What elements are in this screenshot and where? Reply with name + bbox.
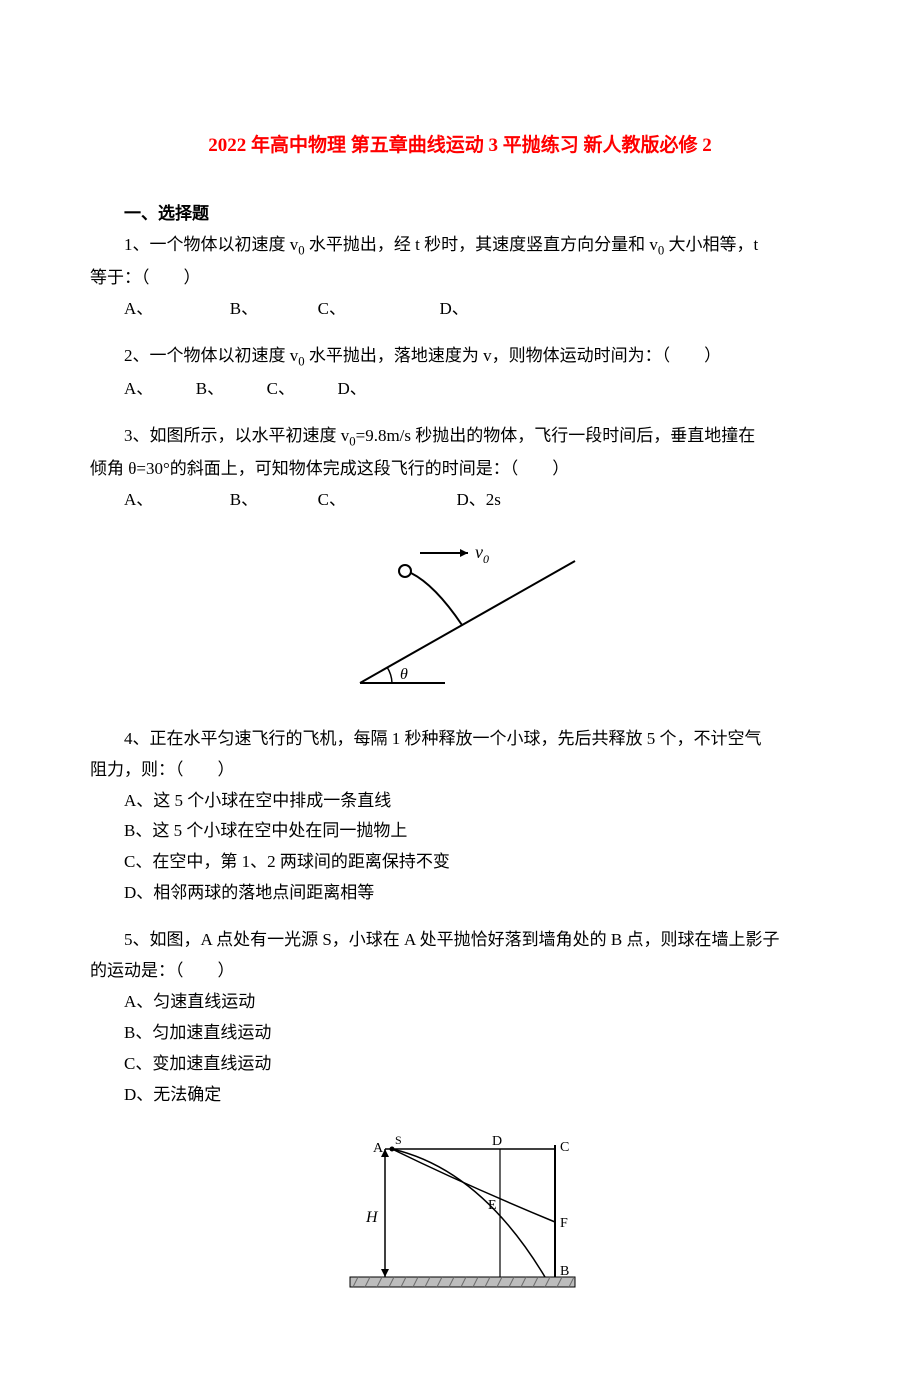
q5-label-B: B (560, 1264, 569, 1279)
q3-v0-label: v (475, 542, 483, 562)
question-4: 4、正在水平匀速飞行的飞机，每隔 1 秒种释放一个小球，先后共释放 5 个，不计… (90, 725, 830, 908)
question-3: 3、如图所示，以水平初速度 v 0 =9.8m/s 秒抛出的物体，飞行一段时间后，垂… (90, 422, 830, 703)
q1-text-a: 1、一个物体以初速度 v (124, 235, 298, 254)
q5-stem-line1: 5、如图，A 点处有一光源 S，小球在 A 处平抛恰好落到墙角处的 B 点，则球… (90, 926, 830, 955)
q5-stem-line2: 的运动是：（ ） (90, 957, 830, 986)
q5-label-A: A (373, 1141, 384, 1156)
q5-option-c: C、变加速直线运动 (90, 1050, 830, 1079)
q1-stem-line2: 等于：（ ） (90, 264, 830, 293)
q4-option-a: A、这 5 个小球在空中排成一条直线 (90, 787, 830, 816)
q2-text-a: 2、一个物体以初速度 v (124, 346, 298, 365)
q5-figure: A S H D C E F B (90, 1127, 830, 1307)
q4-option-c: C、在空中，第 1、2 两球间的距离保持不变 (90, 848, 830, 877)
q1-stem-line1: 1、一个物体以初速度 v0 水平抛出，经 t 秒时，其速度竖直方向分量和 v0 … (90, 231, 830, 262)
q5-label-F: F (560, 1216, 568, 1231)
q3-text-a: 3、如图所示，以水平初速度 v (124, 426, 349, 445)
q4-stem-line1: 4、正在水平匀速飞行的飞机，每隔 1 秒种释放一个小球，先后共释放 5 个，不计… (90, 725, 830, 754)
q2-stem: 2、一个物体以初速度 v0 水平抛出，落地速度为 v，则物体运动时间为：（ ） (90, 342, 830, 373)
q1-options: A、 B、 C、 D、 (90, 295, 830, 324)
question-1: 1、一个物体以初速度 v0 水平抛出，经 t 秒时，其速度竖直方向分量和 v0 … (90, 231, 830, 324)
q5-option-d: D、无法确定 (90, 1081, 830, 1110)
q3-stem-line2: 倾角 θ=30°的斜面上，可知物体完成这段飞行的时间是：（ ） (90, 455, 830, 484)
page-title: 2022 年高中物理 第五章曲线运动 3 平抛练习 新人教版必修 2 (90, 130, 830, 162)
section-heading: 一、选择题 (90, 200, 830, 229)
page: 2022 年高中物理 第五章曲线运动 3 平抛练习 新人教版必修 2 一、选择题… (0, 0, 920, 1389)
q3-stem-line1: 3、如图所示，以水平初速度 v0=9.8m/s 秒抛出的物体，飞行一段时间后，垂… (90, 422, 830, 453)
q5-label-E: E (488, 1198, 497, 1213)
q1-text-c: 大小相等，t (664, 235, 758, 254)
q1-text-b: 水平抛出，经 t 秒时，其速度竖直方向分量和 v (305, 235, 658, 254)
q5-option-a: A、匀速直线运动 (90, 988, 830, 1017)
q3-figure: θ v0 (90, 533, 830, 703)
q3-v0-sub: 0 (483, 552, 489, 566)
q3-diagram-svg: θ v0 (330, 533, 590, 693)
q3-text-b: =9.8m/s 秒抛出的物体，飞行一段时间后，垂直地撞在 (356, 426, 756, 445)
q2-text-b: 水平抛出，落地速度为 v，则物体运动时间为：（ ） (305, 346, 722, 365)
q4-stem-line2: 阻力，则：（ ） (90, 756, 830, 785)
q3-options: A、 B、 C、 D、2s (90, 486, 830, 515)
q5-diagram-svg: A S H D C E F B (330, 1127, 590, 1297)
q5-label-H: H (365, 1209, 379, 1226)
question-5: 5、如图，A 点处有一光源 S，小球在 A 处平抛恰好落到墙角处的 B 点，则球… (90, 926, 830, 1307)
q5-label-C: C (560, 1140, 569, 1155)
q5-label-D: D (492, 1134, 502, 1149)
q4-option-b: B、这 5 个小球在空中处在同一抛物上 (90, 817, 830, 846)
svg-text:v0: v0 (475, 542, 489, 566)
q3-theta-label: θ (400, 666, 408, 683)
q5-label-S: S (395, 1133, 402, 1147)
q5-option-b: B、匀加速直线运动 (90, 1019, 830, 1048)
q4-option-d: D、相邻两球的落地点间距离相等 (90, 879, 830, 908)
q2-options: A、 B、 C、 D、 (90, 375, 830, 404)
question-2: 2、一个物体以初速度 v0 水平抛出，落地速度为 v，则物体运动时间为：（ ） … (90, 342, 830, 404)
